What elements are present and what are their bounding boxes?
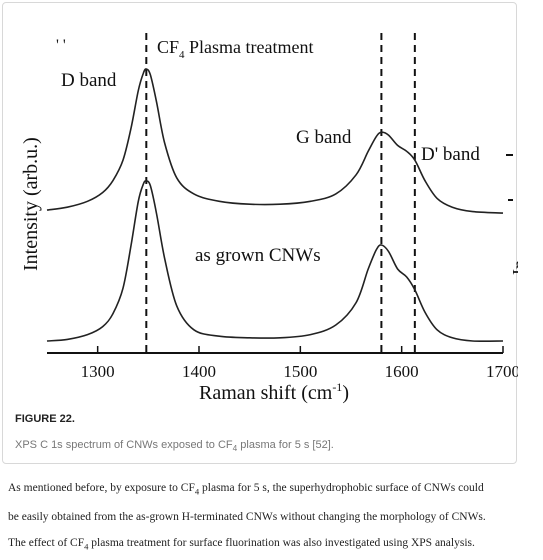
raman-chart: 1300 1400 1500 1600 1700 Intensity (arb.u.) …	[20, 33, 518, 404]
body-line-1-rest: plasma for 5 s, the superhydrophobic sur…	[199, 482, 484, 494]
x-axis-label: Raman shift (cm-1)	[199, 380, 349, 404]
x-axis-label-exponent: -1	[332, 380, 342, 394]
figure-caption-subscript: 4	[232, 444, 238, 454]
body-line: As mentioned before, by exposure to CF4 …	[8, 475, 536, 504]
figure-caption-rest: plasma for 5 s [52].	[237, 439, 334, 451]
series-line-plasma-treated	[46, 68, 504, 214]
plot-title-main: CF	[157, 37, 179, 57]
as-grown-label: as grown CNWs	[195, 245, 321, 266]
dprime-band-label: D' band	[421, 144, 480, 165]
plot-title-rest: Plasma treatment	[185, 37, 314, 57]
x-tick-label: 1300	[81, 362, 115, 381]
spectrum-series	[46, 68, 504, 343]
figure-caption: XPS C 1s spectrum of CNWs exposed to CF4…	[15, 439, 334, 453]
body-line-3-rest: plasma treatment for surface fluorinatio…	[88, 537, 475, 550]
x-tick-label: 1700	[486, 362, 518, 381]
body-line-3: The effect of CF	[8, 537, 85, 550]
x-axis-label-main: Raman shift (cm	[199, 382, 333, 404]
x-tick-label: 1600	[385, 362, 419, 381]
d-band-label: D band	[61, 70, 117, 91]
tick-mark-artifact: ' '	[56, 37, 66, 54]
plot-title-annotation: CF4 Plasma treatment	[157, 37, 314, 61]
cut-off-axis-label: In	[509, 260, 518, 275]
figure-label: FIGURE 22.	[15, 413, 75, 425]
body-line-1: As mentioned before, by exposure to CF	[8, 482, 195, 494]
series-line-as-grown	[46, 180, 504, 343]
x-tick-label: 1500	[283, 362, 317, 381]
body-line-1-subscript: 4	[194, 486, 200, 497]
g-band-label: G band	[296, 127, 352, 148]
figure-caption-main: XPS C 1s spectrum of CNWs exposed to CF	[15, 439, 233, 451]
x-axis-label-close: )	[342, 382, 349, 404]
body-line: The effect of CF4 plasma treatment for s…	[8, 530, 536, 559]
figure-card: 1300 1400 1500 1600 1700 Intensity (arb.u.) …	[2, 2, 518, 464]
body-paragraph: As mentioned before, by exposure to CF4 …	[8, 475, 536, 560]
x-axis-ticks: 1300 1400 1500 1600 1700	[81, 346, 518, 381]
band-guide-lines	[145, 33, 416, 353]
body-line: be easily obtained from the as-grown H-t…	[8, 504, 536, 530]
y-axis-label: Intensity (arb.u.)	[20, 137, 42, 271]
body-line-2: be easily obtained from the as-grown H-t…	[8, 511, 486, 524]
plot-title-subscript: 4	[179, 49, 185, 61]
x-tick-label: 1400	[182, 362, 216, 381]
body-line-3-subscript: 4	[84, 541, 89, 552]
